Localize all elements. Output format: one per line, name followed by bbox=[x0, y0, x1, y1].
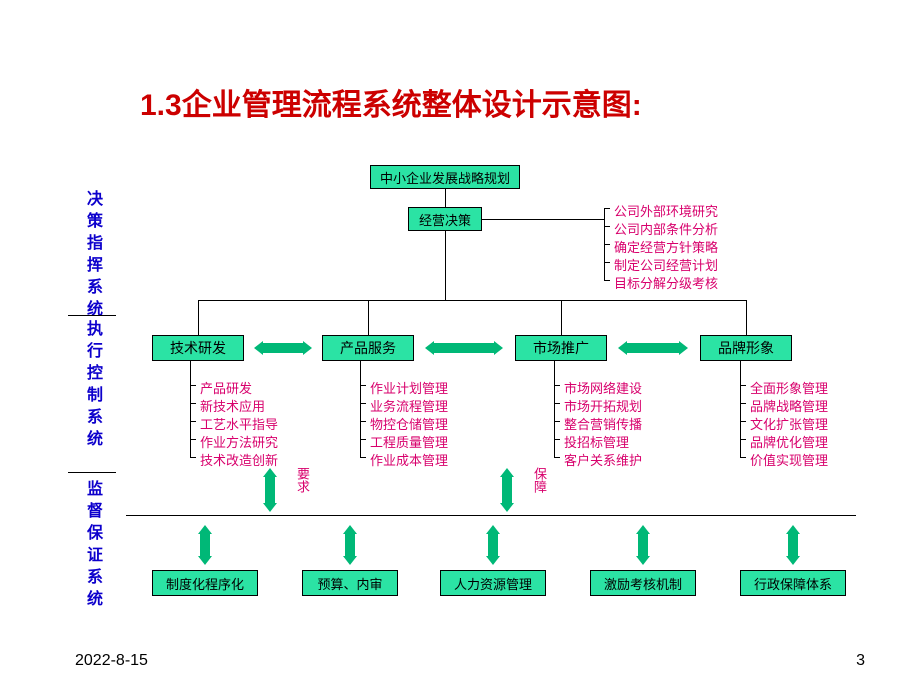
line bbox=[740, 361, 741, 385]
v-arrow-bot-0 bbox=[198, 525, 212, 565]
v-arrow-bot-2 bbox=[486, 525, 500, 565]
annot-item: 目标分解分级考核 bbox=[614, 273, 718, 292]
node-n_b2: 预算、内审 bbox=[302, 570, 398, 596]
node-n_b4: 激励考核机制 bbox=[590, 570, 696, 596]
side-label-0: 决策指挥系统 bbox=[80, 190, 104, 322]
side-label-1: 执行控制系统 bbox=[80, 320, 104, 452]
line bbox=[198, 300, 746, 301]
footer-page: 3 bbox=[856, 652, 865, 670]
node-n_top: 中小企业发展战略规划 bbox=[370, 165, 520, 189]
line bbox=[554, 361, 555, 385]
annot-item: 客户关系维护 bbox=[564, 450, 642, 469]
node-n_b1: 制度化程序化 bbox=[152, 570, 258, 596]
tick bbox=[554, 403, 560, 404]
v-arrow-mid-1 bbox=[500, 468, 514, 512]
node-n_prod: 产品服务 bbox=[322, 335, 414, 361]
node-n_tech: 技术研发 bbox=[152, 335, 244, 361]
annot-item: 品牌战略管理 bbox=[750, 396, 828, 415]
line bbox=[190, 361, 191, 385]
tick bbox=[190, 421, 196, 422]
tick bbox=[554, 421, 560, 422]
line bbox=[746, 300, 747, 335]
vtext-0: 要求 bbox=[293, 467, 312, 493]
line bbox=[445, 231, 446, 300]
annot-item: 技术改造创新 bbox=[200, 450, 278, 469]
line bbox=[198, 300, 199, 335]
annot-item: 价值实现管理 bbox=[750, 450, 828, 469]
v-arrow-mid-0 bbox=[263, 468, 277, 512]
annot-item: 确定经营方针策略 bbox=[614, 237, 718, 256]
node-n_mkt: 市场推广 bbox=[515, 335, 607, 361]
page-title: 1.3企业管理流程系统整体设计示意图: bbox=[140, 80, 642, 124]
tick bbox=[360, 403, 366, 404]
line bbox=[360, 361, 361, 385]
tick bbox=[740, 421, 746, 422]
node-n_b5: 行政保障体系 bbox=[740, 570, 846, 596]
node-n_dec: 经营决策 bbox=[408, 207, 482, 231]
footer-date: 2022-8-15 bbox=[75, 652, 148, 670]
h-arrow-0 bbox=[254, 341, 312, 355]
line bbox=[126, 515, 856, 516]
line bbox=[445, 189, 446, 207]
v-arrow-bot-1 bbox=[343, 525, 357, 565]
annot-item: 市场网络建设 bbox=[564, 378, 642, 397]
tick bbox=[604, 262, 610, 263]
annot-item: 市场开拓规划 bbox=[564, 396, 642, 415]
tick bbox=[190, 403, 196, 404]
tick bbox=[360, 457, 366, 458]
tick bbox=[554, 457, 560, 458]
tick bbox=[554, 385, 560, 386]
tick bbox=[604, 226, 610, 227]
annot-item: 物控仓储管理 bbox=[370, 414, 448, 433]
annot-item: 公司外部环境研究 bbox=[614, 201, 718, 220]
annot-item: 公司内部条件分析 bbox=[614, 219, 718, 238]
v-arrow-bot-4 bbox=[786, 525, 800, 565]
annot-item: 工程质量管理 bbox=[370, 432, 448, 451]
tick bbox=[740, 457, 746, 458]
node-n_b3: 人力资源管理 bbox=[440, 570, 546, 596]
tick bbox=[740, 403, 746, 404]
side-sep-0 bbox=[68, 315, 116, 316]
tick bbox=[604, 244, 610, 245]
tick bbox=[740, 385, 746, 386]
node-n_brand: 品牌形象 bbox=[700, 335, 792, 361]
line bbox=[561, 300, 562, 335]
tick bbox=[604, 280, 610, 281]
annot-item: 整合营销传播 bbox=[564, 414, 642, 433]
tick bbox=[190, 439, 196, 440]
annot-item: 产品研发 bbox=[200, 378, 252, 397]
annot-item: 工艺水平指导 bbox=[200, 414, 278, 433]
annot-item: 作业计划管理 bbox=[370, 378, 448, 397]
diagram-stage: 1.3企业管理流程系统整体设计示意图: 决策指挥系统执行控制系统监督保证系统 中小企… bbox=[0, 0, 920, 690]
h-arrow-1 bbox=[425, 341, 503, 355]
v-arrow-bot-3 bbox=[636, 525, 650, 565]
line bbox=[482, 219, 604, 220]
side-sep-1 bbox=[68, 472, 116, 473]
tick bbox=[554, 439, 560, 440]
annot-item: 作业方法研究 bbox=[200, 432, 278, 451]
tick bbox=[360, 439, 366, 440]
line bbox=[368, 300, 369, 335]
tick bbox=[740, 439, 746, 440]
tick bbox=[190, 385, 196, 386]
tick bbox=[360, 421, 366, 422]
tick bbox=[360, 385, 366, 386]
annot-item: 作业成本管理 bbox=[370, 450, 448, 469]
h-arrow-2 bbox=[618, 341, 688, 355]
tick bbox=[604, 208, 610, 209]
tick bbox=[190, 457, 196, 458]
side-label-2: 监督保证系统 bbox=[80, 480, 104, 612]
annot-item: 业务流程管理 bbox=[370, 396, 448, 415]
annot-item: 新技术应用 bbox=[200, 396, 265, 415]
annot-item: 制定公司经营计划 bbox=[614, 255, 718, 274]
annot-item: 全面形象管理 bbox=[750, 378, 828, 397]
annot-item: 投招标管理 bbox=[564, 432, 629, 451]
annot-item: 品牌优化管理 bbox=[750, 432, 828, 451]
vtext-1: 保障 bbox=[530, 467, 549, 493]
annot-item: 文化扩张管理 bbox=[750, 414, 828, 433]
